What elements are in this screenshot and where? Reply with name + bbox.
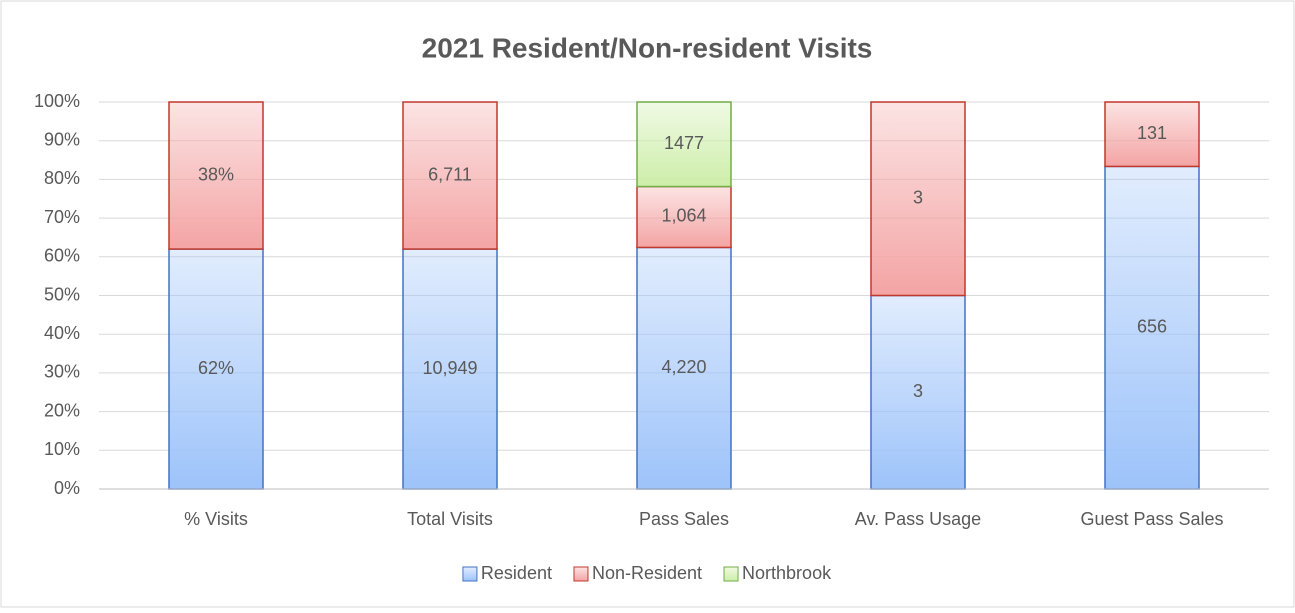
y-tick-label: 90% <box>44 129 80 149</box>
bar-segment <box>1104 101 1200 168</box>
y-tick-label: 80% <box>44 168 80 188</box>
data-label: 10,949 <box>422 358 477 378</box>
bar-segment <box>168 101 264 250</box>
data-label: 38% <box>198 164 234 184</box>
y-tick-label: 10% <box>44 439 80 459</box>
y-tick-label: 30% <box>44 362 80 382</box>
y-tick-label: 60% <box>44 246 80 266</box>
y-tick-label: 20% <box>44 400 80 420</box>
data-label: 3 <box>913 188 923 208</box>
bar-segment <box>636 101 732 188</box>
data-label: 3 <box>913 381 923 401</box>
x-tick-label: % Visits <box>184 509 248 529</box>
y-tick-label: 40% <box>44 323 80 343</box>
x-tick-label: Av. Pass Usage <box>855 509 981 529</box>
bar-segment <box>402 101 498 250</box>
chart-title: 2021 Resident/Non-resident Visits <box>422 32 873 63</box>
data-label: 4,220 <box>661 357 706 377</box>
legend: Resident Non-Resident Northbrook <box>462 563 832 583</box>
legend-swatch <box>723 566 739 582</box>
legend-label: Non-Resident <box>592 563 702 583</box>
y-tick-label: 100% <box>34 91 80 111</box>
bar-segment <box>870 294 966 490</box>
y-tick-label: 0% <box>54 478 80 498</box>
legend-label: Northbrook <box>742 563 832 583</box>
bar-segment <box>870 101 966 297</box>
data-label: 131 <box>1137 123 1167 143</box>
data-label: 1,064 <box>661 206 706 226</box>
y-tick-label: 70% <box>44 207 80 227</box>
x-tick-label: Total Visits <box>407 509 493 529</box>
data-label: 656 <box>1137 316 1167 336</box>
legend-label: Resident <box>481 563 552 583</box>
data-label: 1477 <box>664 133 704 153</box>
x-tick-label: Guest Pass Sales <box>1080 509 1223 529</box>
bar-segment <box>168 248 264 490</box>
x-tick-label: Pass Sales <box>639 509 729 529</box>
legend-swatch <box>573 566 589 582</box>
bar-segment <box>1104 165 1200 490</box>
data-label: 62% <box>198 358 234 378</box>
y-tick-label: 50% <box>44 284 80 304</box>
bar-segment <box>402 248 498 490</box>
legend-swatch <box>462 566 478 582</box>
data-label: 6,711 <box>428 164 472 184</box>
